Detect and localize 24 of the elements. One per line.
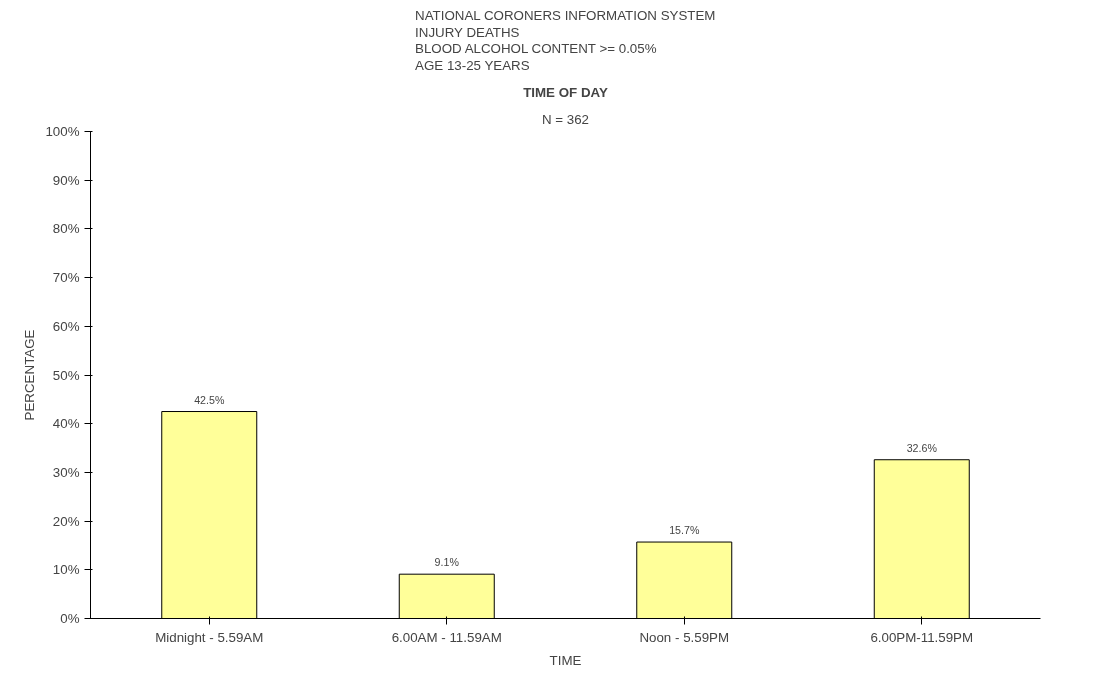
y-tick-label: 40% (52, 416, 80, 432)
data-label: 42.5% (194, 393, 225, 406)
data-label: 15.7% (669, 524, 700, 537)
y-tick-label: 60% (52, 318, 80, 334)
text: N = 362 (541, 111, 590, 127)
y-tick-label: 30% (52, 464, 80, 480)
y-tick-label: 10% (52, 562, 80, 578)
chart-title: NATIONAL CORONERS INFORMATION SYSTEM INJURY DEATHS BLOOD ALCOHOL CONTENT >= 0.05% AGE 13-25 YEARS (415, 8, 716, 73)
y-tick-label: 80% (52, 221, 80, 237)
chart-subtitle: TIME OF DAY (523, 84, 608, 100)
data-label: 9.1% (434, 556, 460, 569)
y-axis-title: PERCENTAGE (22, 329, 38, 421)
x-tick-label: Midnight - 5.59AM (155, 629, 264, 645)
x-tick-label: 6.00PM-11.59PM (870, 629, 974, 645)
y-tick-label: 90% (52, 172, 80, 188)
x-tick-label: 6.00AM - 11.59AM (391, 629, 502, 645)
x-axis-title: TIME (549, 652, 582, 668)
y-tick-label: 70% (52, 270, 80, 286)
x-tick-label: Noon - 5.59PM (639, 629, 730, 645)
y-tick-label: 50% (52, 367, 80, 383)
y-tick-label: 0% (60, 611, 80, 626)
y-tick-label: 100% (45, 124, 80, 139)
data-label: 32.6% (906, 441, 938, 454)
y-tick-label: 20% (52, 513, 80, 529)
